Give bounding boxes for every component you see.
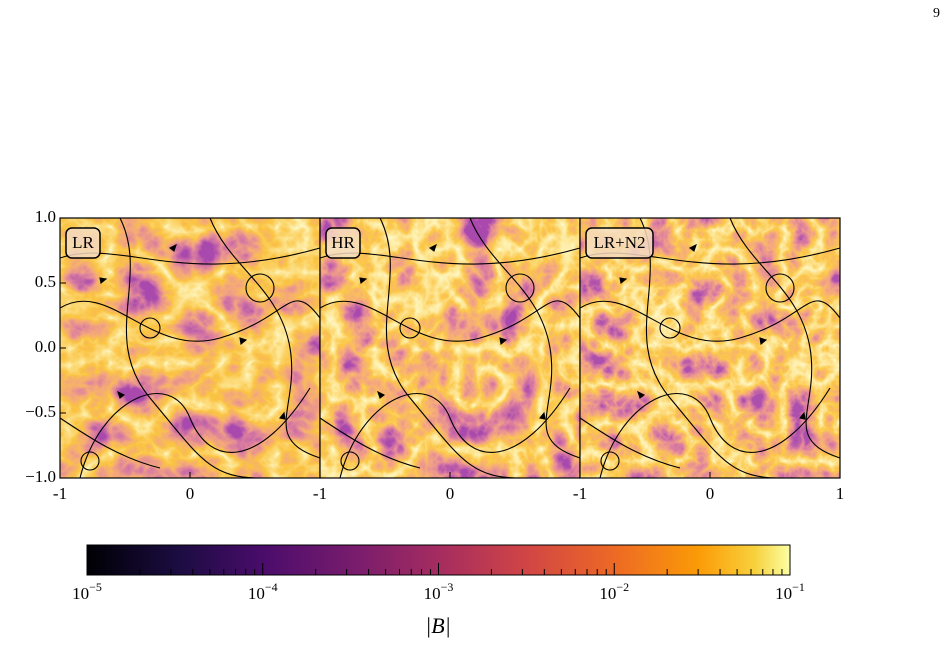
colorbar-tick-label: 10−1: [775, 580, 805, 603]
y-tick-label: −1.0: [25, 467, 56, 486]
x-tick-label: -1: [53, 484, 67, 503]
field-map: [60, 218, 320, 478]
tick-exponent: −1: [792, 580, 805, 594]
figure: LR -1 0 HR -1 0 LR+N2 -1 0 1: [53, 217, 845, 503]
y-tick-label: −0.5: [25, 402, 56, 421]
tick-exponent: −4: [265, 580, 278, 594]
panel: LR+N2 -1 0 1: [573, 217, 845, 503]
tick-base: 10: [599, 584, 616, 603]
colorbar-tick-label: 10−3: [424, 580, 454, 603]
y-tick-label: 0.0: [35, 337, 56, 356]
panel-label: LR+N2: [593, 233, 645, 252]
x-tick-label: 0: [446, 484, 455, 503]
tick-base: 10: [248, 584, 265, 603]
tick-base: 10: [424, 584, 441, 603]
colorbar-tick-label: 10−4: [248, 580, 278, 603]
y-axis: 1.0 0.5 0.0 −0.5 −1.0: [25, 207, 66, 486]
x-tick-label: -1: [313, 484, 327, 503]
label-box: [65, 227, 101, 259]
colorbar-axis: 10−5 10−4 10−3 10−2 10−1: [72, 563, 805, 603]
y-tick-label: 1.0: [35, 207, 56, 226]
tick-exponent: −3: [441, 580, 454, 594]
panel-label: LR: [72, 233, 94, 252]
page-number: 9: [933, 6, 940, 21]
tick-exponent: −2: [616, 580, 629, 594]
tick-exponent: −5: [89, 580, 102, 594]
tick-base: 10: [72, 584, 89, 603]
colorbar-tick-label: 10−2: [599, 580, 629, 603]
x-tick-label: 1: [836, 484, 845, 503]
tick-base: 10: [775, 584, 792, 603]
panel: HR -1 0: [313, 217, 581, 503]
x-tick-label: 0: [706, 484, 715, 503]
field-map: [320, 218, 580, 478]
colorbar-label: |B|: [425, 613, 451, 638]
x-tick-label: -1: [573, 484, 587, 503]
x-tick-label: 0: [186, 484, 195, 503]
label-box: [585, 227, 654, 259]
panel-label: HR: [331, 233, 355, 252]
label-box: [325, 227, 361, 259]
field-map: [580, 218, 840, 478]
colorbar-tick-label: 10−5: [72, 580, 102, 603]
y-tick-label: 0.5: [35, 272, 56, 291]
panel: LR -1 0: [53, 217, 321, 503]
